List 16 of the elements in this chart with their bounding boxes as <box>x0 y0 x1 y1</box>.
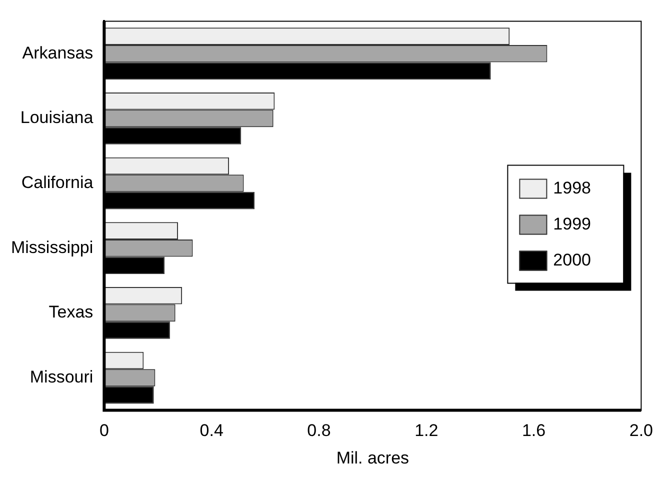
y-tick-label: Arkansas <box>22 43 94 62</box>
legend-label: 2000 <box>553 250 592 270</box>
y-tick-label: Louisiana <box>20 108 94 128</box>
x-tick-label: 0.8 <box>307 421 331 440</box>
x-tick-label: 0 <box>99 421 109 440</box>
x-axis-title: Mil. acres <box>336 448 410 468</box>
y-tick-label: Texas <box>48 302 94 322</box>
y-tick-label: Missouri <box>30 367 94 386</box>
legend-label: 1999 <box>553 214 592 234</box>
y-tick-label: Mississippi <box>10 238 94 257</box>
x-tick-label: 2.0 <box>629 421 654 440</box>
x-tick-label: 1.2 <box>414 421 438 440</box>
y-tick-label: California <box>21 172 94 192</box>
x-tick-label: 1.6 <box>522 421 546 440</box>
x-tick-label: 0.4 <box>200 421 224 440</box>
legend-label: 1998 <box>553 178 592 198</box>
